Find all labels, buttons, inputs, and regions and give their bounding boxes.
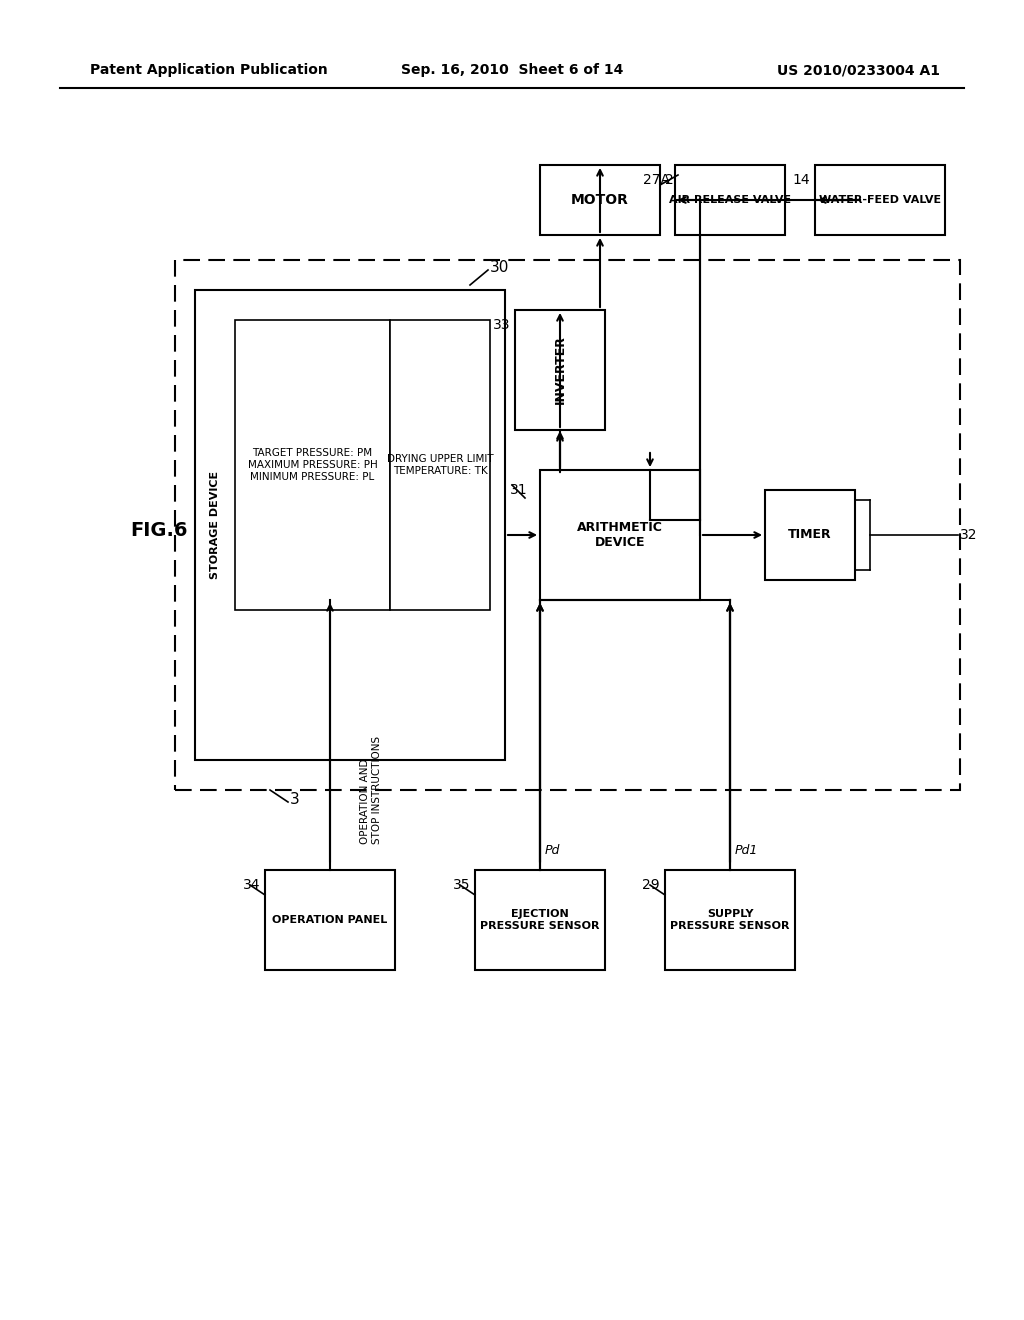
Bar — [195, 290, 505, 760]
Bar — [175, 260, 961, 789]
Text: 35: 35 — [453, 878, 470, 892]
Text: AIR RELEASE VALVE: AIR RELEASE VALVE — [669, 195, 792, 205]
Text: 34: 34 — [243, 878, 260, 892]
Text: 31: 31 — [510, 483, 527, 498]
Text: Patent Application Publication: Patent Application Publication — [90, 63, 328, 77]
Text: Pd1: Pd1 — [735, 843, 759, 857]
Bar — [675, 165, 785, 235]
Bar — [540, 470, 700, 601]
Bar — [265, 870, 395, 970]
Bar — [665, 870, 795, 970]
Text: FIG.6: FIG.6 — [130, 520, 187, 540]
Text: 30: 30 — [490, 260, 509, 276]
Text: Sep. 16, 2010  Sheet 6 of 14: Sep. 16, 2010 Sheet 6 of 14 — [400, 63, 624, 77]
Text: SUPPLY
PRESSURE SENSOR: SUPPLY PRESSURE SENSOR — [671, 909, 790, 931]
Text: 3: 3 — [290, 792, 300, 808]
Text: US 2010/0233004 A1: US 2010/0233004 A1 — [777, 63, 940, 77]
Text: 14: 14 — [793, 173, 810, 187]
Text: 33: 33 — [493, 318, 510, 333]
Text: TARGET PRESSURE: PM
MAXIMUM PRESSURE: PH
MINIMUM PRESSURE: PL: TARGET PRESSURE: PM MAXIMUM PRESSURE: PH… — [248, 449, 378, 482]
Text: OPERATION PANEL: OPERATION PANEL — [272, 915, 388, 925]
Bar — [540, 165, 660, 235]
Bar — [765, 490, 855, 579]
Bar — [475, 870, 605, 970]
Text: Pd: Pd — [545, 843, 560, 857]
Text: 2: 2 — [665, 173, 674, 187]
Bar — [815, 165, 945, 235]
Text: 29: 29 — [642, 878, 660, 892]
Bar — [234, 319, 390, 610]
Text: MOTOR: MOTOR — [571, 193, 629, 207]
Text: OPERATION AND
STOP INSTRUCTIONS: OPERATION AND STOP INSTRUCTIONS — [360, 737, 382, 843]
Text: ARITHMETIC
DEVICE: ARITHMETIC DEVICE — [578, 521, 663, 549]
Text: WATER-FEED VALVE: WATER-FEED VALVE — [819, 195, 941, 205]
Bar — [390, 319, 490, 610]
Bar — [515, 310, 605, 430]
Text: DRYING UPPER LIMIT
TEMPERATURE: TK: DRYING UPPER LIMIT TEMPERATURE: TK — [387, 454, 494, 475]
Text: TIMER: TIMER — [788, 528, 831, 541]
Text: EJECTION
PRESSURE SENSOR: EJECTION PRESSURE SENSOR — [480, 909, 600, 931]
Text: 27A: 27A — [643, 173, 670, 187]
Text: STORAGE DEVICE: STORAGE DEVICE — [210, 471, 220, 579]
Text: INVERTER: INVERTER — [554, 335, 566, 404]
Text: 32: 32 — [961, 528, 978, 543]
